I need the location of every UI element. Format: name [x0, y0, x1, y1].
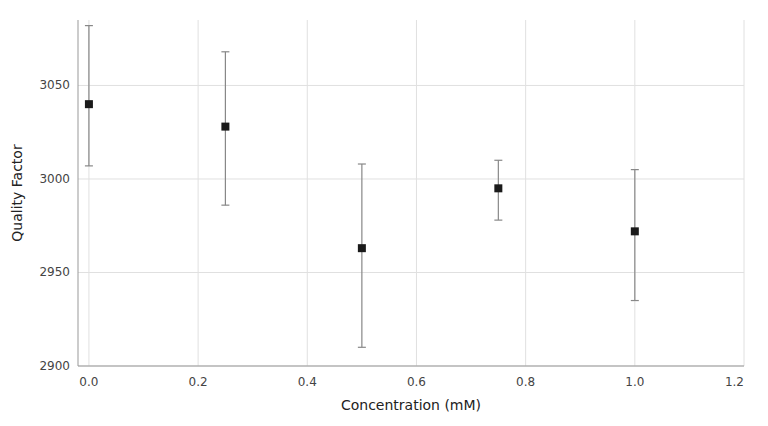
markers — [85, 100, 639, 252]
axes: 2900 2950 3000 3050 0.0 0.2 0.4 0.6 0.8 1.0 1.2 — [39, 20, 744, 389]
x-grid-line — [525, 20, 526, 366]
x-axis-line — [78, 366, 744, 367]
y-tick-label: 2950 — [39, 265, 70, 279]
x-grid-line — [88, 20, 89, 366]
y-tick-label: 3000 — [39, 172, 70, 186]
x-tick-label: 0.8 — [516, 375, 535, 389]
y-grid-line — [78, 85, 744, 86]
point — [631, 227, 639, 235]
y-axis-title: Quality Factor — [9, 144, 25, 242]
error-bar — [494, 160, 502, 220]
y-tick-label: 2900 — [39, 359, 70, 373]
x-grid-line — [416, 20, 417, 366]
point — [221, 123, 229, 131]
error-bar — [221, 52, 229, 205]
point — [85, 100, 93, 108]
error-cap — [85, 25, 93, 26]
x-grid-line — [198, 20, 199, 366]
point — [494, 184, 502, 192]
error-stem — [88, 26, 89, 166]
error-cap — [221, 205, 229, 206]
chart: 2900 2950 3000 3050 0.0 0.2 0.4 0.6 0.8 1.0 1.2 Con… — [0, 0, 768, 426]
x-tick-label: 0.2 — [189, 375, 208, 389]
error-stem — [361, 164, 362, 347]
y-tick-label: 3050 — [39, 78, 70, 92]
error-bar — [85, 26, 93, 166]
error-cap — [358, 163, 366, 164]
plot-area — [85, 26, 639, 348]
x-grid-line — [307, 20, 308, 366]
error-cap — [221, 51, 229, 52]
error-cap — [631, 300, 639, 301]
error-cap — [358, 347, 366, 348]
error-cap — [494, 160, 502, 161]
x-grid-line — [634, 20, 635, 366]
error-bar — [358, 164, 366, 347]
x-axis-title: Concentration (mM) — [341, 397, 481, 413]
y-grid-line — [78, 272, 744, 273]
x-grid-line — [744, 20, 745, 366]
x-tick-label: 1.0 — [625, 375, 644, 389]
y-grid-line — [78, 178, 744, 179]
x-tick-label: 0.6 — [407, 375, 426, 389]
point — [358, 244, 366, 252]
error-cap — [85, 165, 93, 166]
grid — [78, 20, 744, 366]
error-cap — [494, 220, 502, 221]
x-tick-label: 1.2 — [725, 375, 744, 389]
y-grid-line — [78, 366, 744, 367]
y-axis-line — [78, 20, 79, 366]
x-tick-label: 0.4 — [298, 375, 317, 389]
x-tick-label: 0.0 — [79, 375, 98, 389]
error-cap — [631, 169, 639, 170]
error-bars — [85, 26, 639, 348]
error-bar — [631, 170, 639, 301]
